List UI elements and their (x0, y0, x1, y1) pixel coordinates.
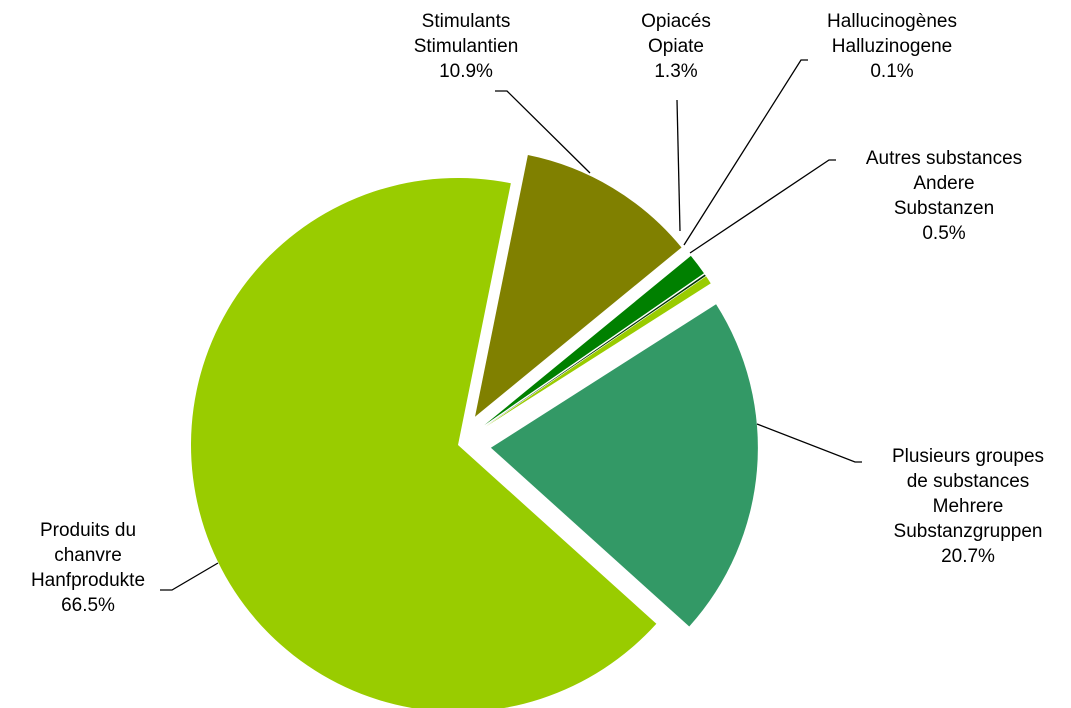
slice-value-label: 1.3% (654, 61, 697, 82)
slice-name-line: Autres substances (866, 148, 1022, 169)
slice-label: Autres substances Andere Substanzen 0.5% (866, 148, 1022, 244)
slice-value-label: 0.5% (922, 223, 965, 244)
slice-name-line: Hanfprodukte (31, 570, 145, 591)
leader-lines (160, 59, 862, 591)
slice-name-line: Halluzinogene (832, 36, 952, 57)
slice-value-label: 10.9% (439, 61, 493, 82)
slice-label: Plusieurs groupes de substances Mehrere Sub… (892, 446, 1044, 567)
pie-slice (191, 178, 657, 708)
leader-line (683, 59, 808, 246)
slice-name-line: Plusieurs groupes (892, 446, 1044, 467)
slice-value-label: 0.1% (870, 61, 913, 82)
slice-name-line: Opiacés (641, 11, 711, 32)
slice-name-line: Stimulantien (414, 36, 519, 57)
leader-line (756, 423, 862, 463)
pie-slice (484, 255, 704, 426)
slice-value-label: 66.5% (61, 595, 115, 616)
pie-slice (485, 274, 706, 427)
pie-slice (475, 155, 682, 417)
leader-line (495, 90, 591, 174)
slice-name-line: Hallucinogènes (827, 11, 957, 32)
slice-label: Stimulants Stimulantien 10.9% (414, 11, 519, 82)
slice-value-label: 20.7% (941, 546, 995, 567)
leader-line (160, 562, 219, 591)
leader-line (676, 99, 681, 232)
slice-name-line: Andere (913, 173, 974, 194)
pie-slices (191, 155, 758, 708)
slice-name-line: Opiate (648, 36, 704, 57)
slice-name-line: Substanzen (894, 198, 994, 219)
slice-label: Hallucinogènes Halluzinogene 0.1% (827, 11, 957, 82)
slice-name-line: Stimulants (422, 11, 511, 32)
pie-slice (490, 304, 758, 627)
slice-label: Opiacés Opiate 1.3% (641, 11, 711, 82)
slice-name-line: chanvre (54, 545, 122, 566)
slice-name-line: de substances (907, 471, 1030, 492)
slice-name-line: Substanzgruppen (894, 521, 1043, 542)
slice-labels: Plusieurs groupes de substances Mehrere Sub… (31, 11, 1044, 616)
slice-name-line: Produits du (40, 520, 136, 541)
slice-label: Produits du chanvre Hanfprodukte 66.5% (31, 520, 145, 616)
slice-name-line: Mehrere (933, 496, 1004, 517)
pie-slice (485, 276, 711, 427)
leader-line (689, 159, 836, 254)
